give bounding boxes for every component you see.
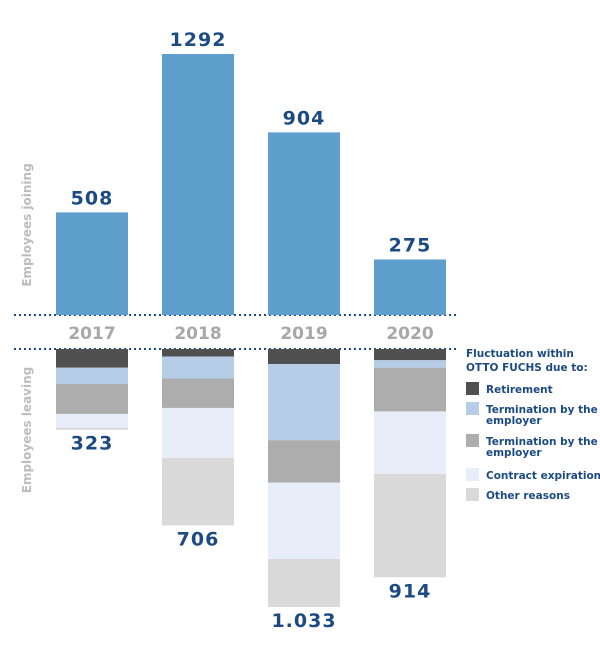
leaving-segment-2018-2 bbox=[162, 356, 234, 379]
joining-value-2017: 508 bbox=[71, 187, 114, 209]
leaving-segment-2019-2 bbox=[268, 363, 340, 441]
legend-label-3-line-1: Termination by the bbox=[486, 436, 598, 448]
leaving-segment-2019-5 bbox=[268, 558, 340, 607]
legend-label-5-line-1: Other reasons bbox=[486, 490, 570, 502]
joining-bar-2017 bbox=[56, 212, 128, 315]
legend-swatch-5 bbox=[466, 488, 479, 501]
legend-label-4-line-1: Contract expiration bbox=[486, 470, 600, 482]
leaving-segment-2018-3 bbox=[162, 378, 234, 408]
legend-title-line-2: OTTO FUCHS due to: bbox=[466, 362, 588, 374]
legend-swatch-4 bbox=[466, 468, 479, 481]
leaving-segment-2017-1 bbox=[56, 349, 128, 368]
year-label-2018: 2018 bbox=[174, 324, 221, 344]
legend-swatch-2 bbox=[466, 402, 479, 415]
legend-label-2-line-1: Termination by the bbox=[486, 404, 598, 416]
leaving-total-2019: 1.033 bbox=[271, 610, 336, 632]
leaving-segment-2020-1 bbox=[374, 349, 446, 361]
leaving-segment-2017-4 bbox=[56, 413, 128, 428]
leaving-segment-2019-3 bbox=[268, 440, 340, 483]
leaving-segment-2020-3 bbox=[374, 367, 446, 412]
joining-value-2019: 904 bbox=[283, 107, 326, 129]
leaving-segment-2020-4 bbox=[374, 411, 446, 474]
legend-label-3-line-2: employer bbox=[486, 447, 542, 459]
leaving-axis-label: Employees leaving bbox=[20, 367, 34, 494]
joining-value-2020: 275 bbox=[389, 234, 432, 256]
leaving-segment-2019-4 bbox=[268, 482, 340, 559]
leaving-segment-2018-1 bbox=[162, 349, 234, 357]
legend-label-2-line-2: employer bbox=[486, 415, 542, 427]
leaving-segment-2017-3 bbox=[56, 383, 128, 414]
leaving-total-2020: 914 bbox=[389, 580, 432, 602]
leaving-segment-2017-2 bbox=[56, 367, 128, 384]
joining-bar-2019 bbox=[268, 132, 340, 315]
leaving-segment-2020-5 bbox=[374, 473, 446, 578]
leaving-segment-2018-5 bbox=[162, 457, 234, 526]
joining-value-2018: 1292 bbox=[170, 29, 227, 51]
legend-swatch-1 bbox=[466, 382, 479, 395]
legend-label-1-line-1: Retirement bbox=[486, 384, 553, 396]
leaving-segment-2020-2 bbox=[374, 360, 446, 368]
leaving-segment-2017-5 bbox=[56, 427, 128, 430]
leaving-total-2017: 323 bbox=[71, 433, 114, 455]
joining-bar-2018 bbox=[162, 54, 234, 315]
year-label-2019: 2019 bbox=[280, 324, 327, 344]
legend-title-line-1: Fluctuation within bbox=[466, 348, 574, 360]
joining-bar-2020 bbox=[374, 259, 446, 315]
year-label-2017: 2017 bbox=[68, 324, 115, 344]
leaving-total-2018: 706 bbox=[177, 528, 220, 550]
year-label-2020: 2020 bbox=[386, 324, 433, 344]
leaving-segment-2019-1 bbox=[268, 349, 340, 364]
legend-swatch-3 bbox=[466, 434, 479, 447]
joining-axis-label: Employees joining bbox=[20, 163, 34, 286]
leaving-segment-2018-4 bbox=[162, 407, 234, 458]
